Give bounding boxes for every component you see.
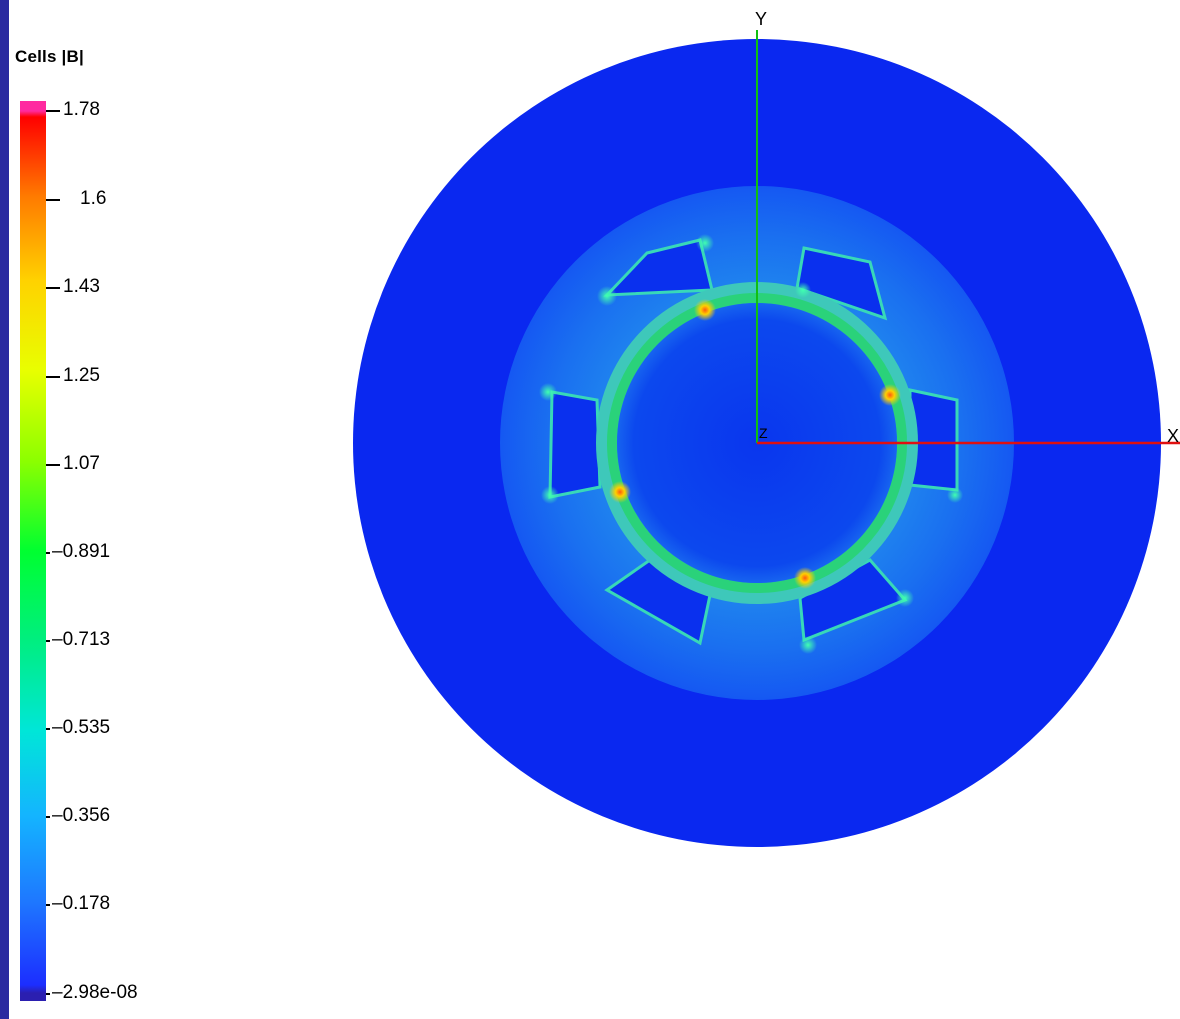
- window-left-border: [0, 0, 9, 1019]
- legend-tick: [46, 728, 50, 730]
- legend-tick: [46, 199, 60, 201]
- legend-tick: [46, 464, 60, 466]
- field-glow-points: [539, 234, 963, 654]
- hotspot: [609, 481, 631, 503]
- legend-tick-label: 1.43: [63, 276, 100, 297]
- legend-tick: [46, 640, 50, 642]
- legend-tick-label: 1.25: [63, 365, 100, 386]
- legend-tick: [46, 552, 50, 554]
- legend-tick-label: 1.78: [63, 99, 100, 120]
- glow-point: [947, 487, 963, 503]
- glow-point: [597, 286, 617, 306]
- legend-tick: [46, 287, 60, 289]
- stator-slot: [798, 558, 908, 643]
- field-hotspots: [609, 299, 901, 589]
- hotspot: [694, 299, 716, 321]
- legend-tick-label: –0.178: [52, 893, 111, 914]
- stator-slot: [548, 390, 602, 499]
- hotspot: [794, 567, 816, 589]
- glow-point: [539, 383, 557, 401]
- legend-title: Cells |B|: [15, 47, 84, 66]
- legend-tick-label: –0.356: [52, 805, 111, 826]
- glow-point: [541, 486, 559, 504]
- legend-tick-label: –2.98e-08: [52, 982, 138, 1003]
- legend-tick-label: –0.713: [52, 629, 111, 650]
- glow-point: [799, 636, 817, 654]
- stator-slot: [795, 246, 888, 321]
- glow-point: [795, 282, 811, 298]
- legend-tick: [46, 993, 50, 995]
- legend-tick-label: 1.07: [63, 453, 100, 474]
- glow-point: [896, 589, 914, 607]
- legend-tick-label: –0.891: [52, 541, 111, 562]
- legend-tick-label: –0.535: [52, 717, 111, 738]
- legend-tick: [46, 816, 50, 818]
- color-scale-bar: [20, 101, 46, 1001]
- x-axis-label: X: [1167, 426, 1179, 446]
- z-axis-label: Z: [759, 425, 768, 441]
- legend-tick: [46, 376, 60, 378]
- glow-point: [696, 234, 714, 252]
- magnetic-field-viewport[interactable]: Y X Z: [340, 0, 1180, 900]
- legend-tick: [46, 110, 60, 112]
- y-axis-label: Y: [755, 9, 767, 29]
- legend-tick-label: 1.6: [80, 188, 107, 209]
- hotspot: [879, 384, 901, 406]
- legend-tick: [46, 904, 50, 906]
